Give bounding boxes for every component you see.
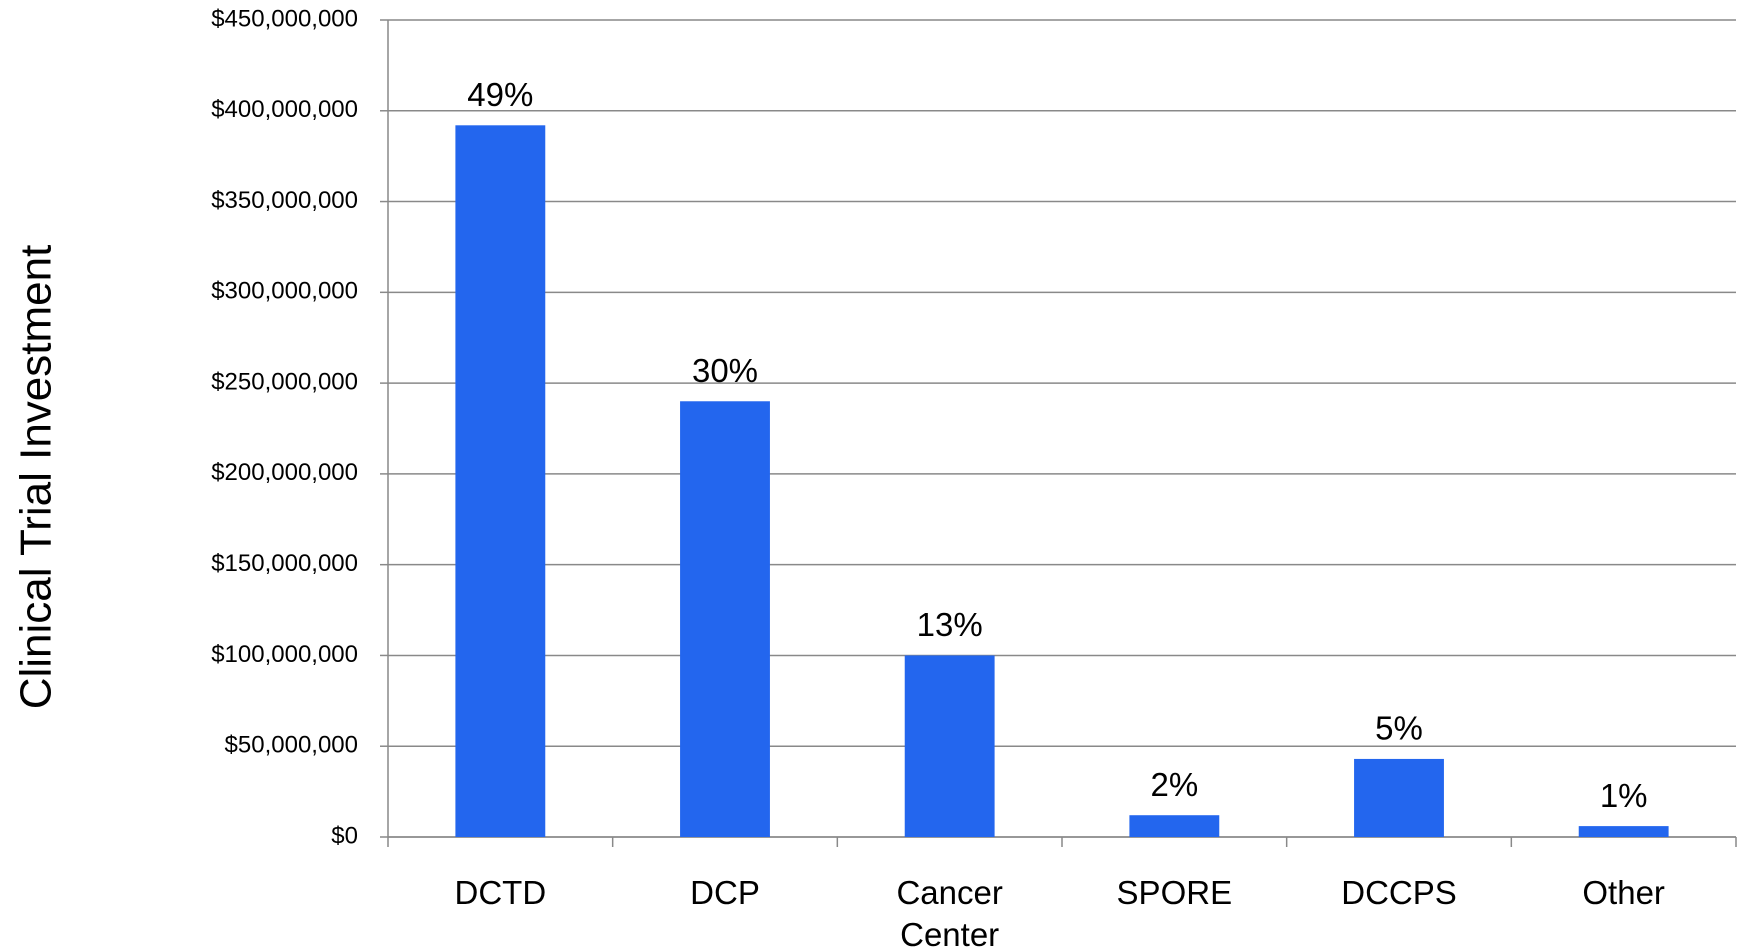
bar — [455, 125, 546, 837]
bar — [904, 655, 995, 837]
y-tick-label: $50,000,000 — [225, 732, 358, 759]
y-tick-label: $200,000,000 — [211, 459, 358, 486]
y-axis-title: Clinical Trial Investment — [12, 245, 61, 710]
data-label: 2% — [1150, 766, 1198, 803]
bar — [680, 401, 770, 837]
data-label: 5% — [1375, 710, 1423, 747]
y-tick-label: $450,000,000 — [211, 5, 358, 32]
data-label: 49% — [467, 76, 533, 113]
x-tick-label: SPORE — [1116, 874, 1233, 911]
x-tick-label: Other — [1582, 874, 1665, 911]
y-tick-label: $250,000,000 — [211, 368, 358, 395]
x-tick-label: Cancer Center — [896, 874, 1003, 951]
y-tick-label: $400,000,000 — [211, 96, 358, 123]
data-label: 13% — [917, 606, 983, 643]
bar — [1578, 826, 1669, 837]
y-tick-label: $150,000,000 — [211, 550, 358, 577]
x-tick-label: DCP — [690, 874, 760, 911]
x-tick-label: DCCPS — [1341, 874, 1457, 911]
y-tick-label: $100,000,000 — [211, 641, 358, 668]
y-tick-label: $300,000,000 — [211, 278, 358, 305]
y-tick-label: $0 — [331, 822, 358, 849]
y-tick-label: $350,000,000 — [211, 187, 358, 214]
bar — [1354, 758, 1444, 837]
data-label: 1% — [1600, 777, 1648, 814]
bar — [1129, 815, 1220, 837]
data-label: 30% — [692, 352, 758, 389]
x-tick-label: DCTD — [454, 874, 547, 911]
